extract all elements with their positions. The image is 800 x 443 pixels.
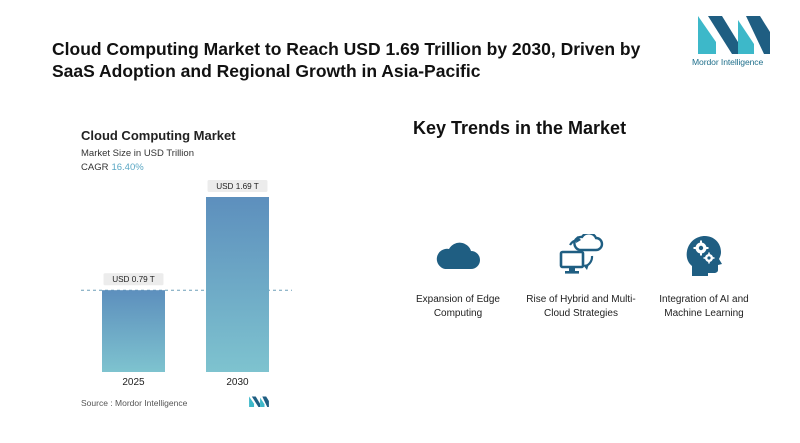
trend-label: Rise of Hybrid and Multi-Cloud Strategie… (526, 294, 636, 319)
cagr-value: 16.40% (111, 162, 144, 173)
logo-mark-icon (698, 16, 770, 54)
x-tick-label: 2030 (226, 377, 249, 388)
x-tick-label: 2025 (122, 377, 145, 388)
data-label-bg (207, 180, 268, 192)
page-title: Cloud Computing Market to Reach USD 1.69… (52, 39, 641, 81)
trends-title: Key Trends in the Market (413, 118, 627, 138)
mini-logo-icon (249, 396, 269, 407)
chart-title: Cloud Computing Market (81, 128, 236, 143)
mordor-intelligence-logo: Mordor Intelligence (692, 14, 776, 70)
hybrid-cloud-icon (559, 234, 604, 274)
trend-label: Expansion of Edge Computing (416, 294, 500, 319)
data-label: USD 1.69 T (216, 182, 259, 191)
trend-item-edge-computing: Expansion of Edge Computing (398, 232, 518, 320)
bar-2030 (206, 197, 269, 372)
bar-2025 (102, 290, 165, 372)
data-label-bg (103, 273, 164, 286)
logo-text: Mordor Intelligence (692, 57, 764, 67)
chart-subtitle: Market Size in USD Trillion (81, 148, 194, 159)
trend-item-ai-ml: Integration of AI and Machine Learning (644, 232, 764, 320)
chart-cagr: CAGR 16.40% (81, 162, 144, 173)
data-label: USD 0.79 T (112, 275, 155, 284)
ai-head-gears-icon (686, 236, 722, 276)
cagr-label: CAGR (81, 162, 109, 173)
cloud-icon (436, 242, 480, 269)
trend-item-hybrid-cloud: Rise of Hybrid and Multi-Cloud Strategie… (521, 232, 641, 320)
trend-label: Integration of AI and Machine Learning (659, 294, 749, 319)
chart-source: Source : Mordor Intelligence (81, 398, 188, 408)
